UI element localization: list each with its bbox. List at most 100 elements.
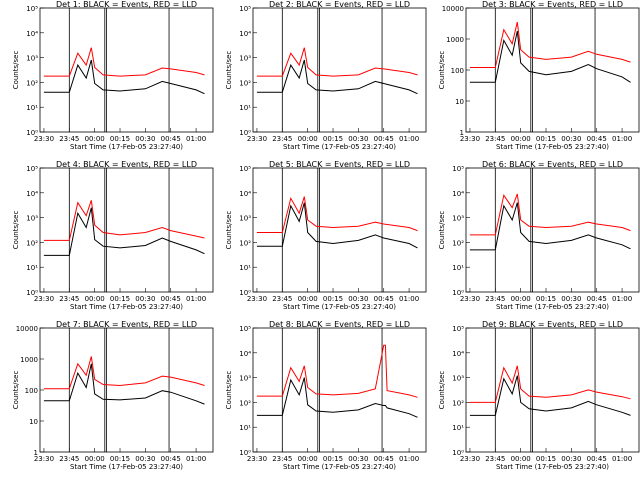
y-tick-label: 10⁵ — [452, 165, 464, 173]
panel-frame — [465, 167, 640, 293]
y-tick-label: 10¹ — [239, 104, 251, 112]
y-tick-label: 10³ — [26, 55, 38, 63]
events-series-line — [256, 377, 418, 418]
x-tick-label: 00:15 — [536, 295, 556, 303]
x-tick-label: 00:45 — [587, 455, 607, 463]
x-tick-label: 00:00 — [85, 295, 105, 303]
x-tick-label: 23:45 — [272, 295, 292, 303]
x-tick-label: 23:45 — [59, 135, 79, 143]
y-tick-label: 10⁰ — [239, 289, 251, 297]
lld-series-line — [256, 47, 418, 77]
x-tick-label: 01:00 — [186, 135, 206, 143]
events-series-line — [43, 59, 205, 95]
x-tick-label: 01:00 — [612, 135, 632, 143]
y-tick-label: 10⁵ — [239, 5, 251, 13]
y-tick-label: 10² — [239, 239, 251, 247]
x-tick-label: 01:00 — [399, 135, 419, 143]
x-tick-label: 00:45 — [374, 135, 394, 143]
y-tick-label: 10⁰ — [452, 289, 464, 297]
x-tick-label: 00:15 — [323, 135, 343, 143]
x-axis-label: Start Time (17-Feb-05 23:27:40) — [70, 143, 183, 151]
x-axis-label: Start Time (17-Feb-05 23:27:40) — [496, 303, 609, 311]
x-tick-label: 01:00 — [186, 455, 206, 463]
x-axis-label: Start Time (17-Feb-05 23:27:40) — [283, 303, 396, 311]
x-tick-label: 23:45 — [59, 455, 79, 463]
panel-title: Det 7: BLACK = Events, RED = LLD — [56, 320, 197, 329]
events-series-line — [256, 59, 418, 95]
y-tick-label: 10000 — [16, 325, 38, 333]
x-tick-label: 23:45 — [272, 135, 292, 143]
y-axis-label: Counts/sec — [438, 371, 446, 410]
x-tick-label: 23:45 — [485, 295, 505, 303]
x-tick-label: 00:15 — [110, 455, 130, 463]
y-tick-label: 10⁴ — [239, 190, 251, 198]
panel-title: Det 6: BLACK = Events, RED = LLD — [482, 160, 623, 169]
events-series-line — [469, 202, 631, 251]
x-tick-label: 00:15 — [536, 455, 556, 463]
y-tick-label: 10³ — [239, 55, 251, 63]
x-axis-label: Start Time (17-Feb-05 23:27:40) — [496, 463, 609, 471]
y-tick-label: 10⁵ — [452, 325, 464, 333]
panel-title: Det 1: BLACK = Events, RED = LLD — [56, 0, 197, 9]
x-tick-label: 23:30 — [247, 295, 267, 303]
y-tick-label: 10² — [239, 79, 251, 87]
y-tick-label: 10 — [455, 98, 464, 106]
x-tick-label: 00:30 — [135, 295, 155, 303]
lld-series-line — [43, 200, 205, 241]
x-axis-label: Start Time (17-Feb-05 23:27:40) — [283, 463, 396, 471]
y-tick-label: 10³ — [452, 215, 464, 223]
x-tick-label: 01:00 — [612, 295, 632, 303]
y-tick-label: 10⁵ — [239, 165, 251, 173]
y-axis-label: Counts/sec — [12, 211, 20, 250]
x-tick-label: 00:30 — [135, 135, 155, 143]
x-tick-label: 00:45 — [161, 455, 181, 463]
y-tick-label: 1000 — [20, 356, 38, 364]
x-tick-label: 23:30 — [460, 295, 480, 303]
panel-frame — [39, 7, 214, 133]
y-tick-label: 100 — [25, 387, 38, 395]
x-tick-label: 00:15 — [110, 295, 130, 303]
y-tick-label: 10 — [29, 418, 38, 426]
y-tick-label: 10³ — [26, 215, 38, 223]
panel-title: Det 4: BLACK = Events, RED = LLD — [56, 160, 197, 169]
events-series-line — [256, 202, 418, 249]
x-tick-label: 23:30 — [460, 455, 480, 463]
x-tick-label: 01:00 — [186, 295, 206, 303]
x-tick-label: 23:30 — [247, 455, 267, 463]
x-axis-label: Start Time (17-Feb-05 23:27:40) — [70, 463, 183, 471]
x-tick-label: 00:45 — [161, 295, 181, 303]
x-tick-label: 23:45 — [485, 135, 505, 143]
y-tick-label: 10⁴ — [452, 190, 464, 198]
panel-title: Det 9: BLACK = Events, RED = LLD — [482, 320, 623, 329]
y-tick-label: 10¹ — [452, 264, 464, 272]
lld-series-line — [256, 196, 418, 233]
y-tick-label: 10⁴ — [452, 350, 464, 358]
x-tick-label: 00:30 — [348, 455, 368, 463]
x-tick-label: 23:30 — [460, 135, 480, 143]
x-tick-label: 00:45 — [374, 455, 394, 463]
y-tick-label: 10⁵ — [239, 325, 251, 333]
y-tick-label: 10⁰ — [26, 129, 38, 137]
panel-frame — [252, 327, 427, 453]
lld-series-line — [256, 344, 418, 398]
panel-title: Det 8: BLACK = Events, RED = LLD — [269, 320, 410, 329]
y-tick-label: 10¹ — [239, 424, 251, 432]
x-tick-label: 23:30 — [34, 455, 54, 463]
y-tick-label: 10⁴ — [26, 190, 38, 198]
y-tick-label: 10⁵ — [26, 5, 38, 13]
y-tick-label: 10² — [452, 239, 464, 247]
x-tick-label: 00:15 — [110, 135, 130, 143]
x-tick-label: 00:30 — [348, 295, 368, 303]
x-axis-label: Start Time (17-Feb-05 23:27:40) — [496, 143, 609, 151]
panel-title: Det 3: BLACK = Events, RED = LLD — [482, 0, 623, 9]
x-tick-label: 00:30 — [561, 455, 581, 463]
y-tick-label: 10² — [452, 399, 464, 407]
x-tick-label: 00:00 — [511, 295, 531, 303]
x-tick-label: 23:30 — [247, 135, 267, 143]
x-tick-label: 00:15 — [536, 135, 556, 143]
x-tick-label: 00:30 — [561, 295, 581, 303]
y-tick-label: 100 — [451, 67, 464, 75]
events-series-line — [469, 375, 631, 416]
x-tick-label: 00:30 — [348, 135, 368, 143]
